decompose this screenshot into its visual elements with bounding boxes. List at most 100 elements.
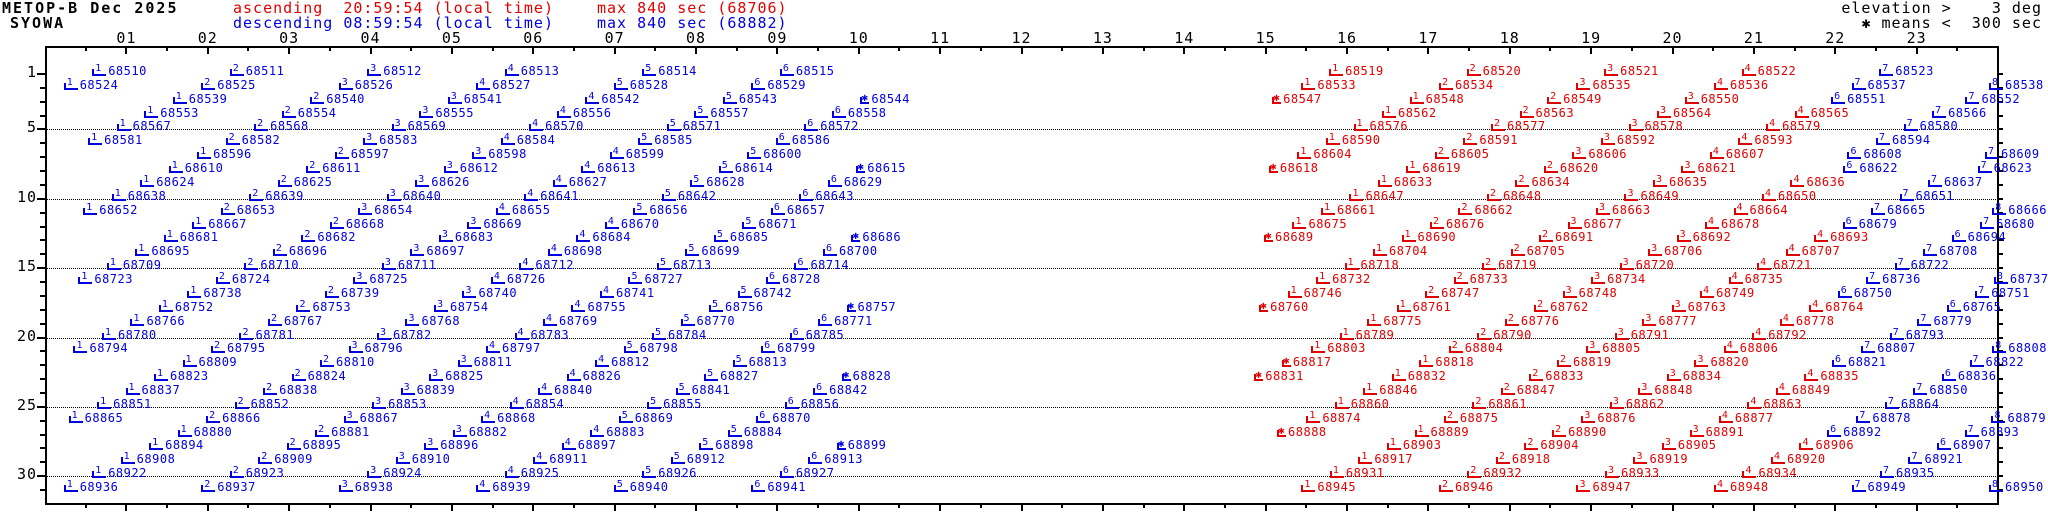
top-axis-tick: [1468, 48, 1471, 51]
pass-entry: 4 68835: [1804, 368, 1859, 382]
pass-entry: 7 68807: [1861, 340, 1916, 354]
pass-bar-icon: 2: [291, 368, 306, 382]
pass-entry: 5 68898: [699, 437, 754, 451]
left-axis-day-tick: [37, 73, 45, 75]
orbit-number: 68861: [1488, 396, 1527, 411]
hour-label: 14: [1174, 29, 1195, 47]
asterisk-marker: ✱: [1264, 229, 1272, 243]
pass-entry: 2 68554: [281, 105, 337, 119]
pass-entry: 6 68799: [761, 340, 816, 354]
pass-bar-icon: 1: [101, 327, 116, 340]
orbit-number: 68683: [454, 230, 494, 245]
pass-counter-digit: 7: [1882, 63, 1889, 74]
pass-bar-icon: 6: [1827, 424, 1842, 437]
pass-counter-digit: 1: [147, 104, 154, 116]
pass-entry: 3 68621: [1681, 160, 1736, 174]
orbit-number: 68832: [1407, 369, 1447, 384]
orbit-number: 68764: [1825, 299, 1864, 314]
orbit-number: 68515: [795, 64, 835, 78]
pass-entry: 3 68777: [1642, 313, 1697, 327]
pass-counter-digit: 4: [507, 63, 514, 74]
pass-bar-icon: 2: [1434, 146, 1449, 160]
pass-bar-icon: 2: [1534, 299, 1549, 312]
pass-entry: 2 68861: [1472, 396, 1527, 411]
pass-counter-digit: 1: [128, 382, 135, 393]
orbit-number: 68569: [407, 119, 447, 134]
pass-bar-icon: 1: [83, 202, 98, 215]
top-axis-tick: [1101, 48, 1104, 54]
pass-entry: 5 68827: [704, 368, 759, 382]
pass-counter-digit: 2: [1433, 215, 1440, 227]
orbit-number: 68894: [165, 438, 204, 453]
asterisk-marker: ✱: [1282, 354, 1290, 368]
pass-counter-digit: 1: [1389, 437, 1396, 449]
pass-counter-digit: 3: [1594, 271, 1601, 283]
pass-bar-icon: 7: [1923, 243, 1938, 257]
pass-entry: 2 68611: [306, 160, 361, 174]
pass-entry: 3 68876: [1581, 410, 1636, 424]
orbit-number: 68949: [1867, 480, 1907, 495]
pass-counter-digit: 7: [1926, 243, 1933, 255]
right-axis-day-tick: [1999, 73, 2003, 75]
orbit-number: 68854: [525, 396, 565, 411]
orbit-number: 68680: [1996, 216, 2035, 231]
pass-entry: 3 68512: [367, 63, 422, 77]
orbit-number: 68520: [1482, 64, 1522, 78]
pass-counter-digit: 4: [489, 340, 496, 352]
pass-entry: 4 68934: [1742, 465, 1797, 479]
right-axis-day-tick: [1999, 183, 2003, 186]
pass-entry: 4 68565: [1794, 105, 1850, 119]
pass-counter-digit: 2: [1469, 63, 1476, 74]
pass-counter-digit: 7: [1869, 271, 1876, 283]
pass-entry: 3 68862: [1609, 396, 1665, 410]
pass-counter-digit: 4: [479, 479, 486, 491]
pass-bar-icon: 1: [154, 368, 169, 382]
pass-counter-digit: 7: [1854, 479, 1861, 491]
top-axis-tick: [1549, 48, 1552, 51]
pass-entry: 2 68568: [254, 118, 309, 132]
pass-bar-icon: 6: [1951, 229, 1966, 243]
pass-bar-icon: 3: [410, 243, 425, 257]
orbit-number: 68615: [867, 161, 906, 176]
pass-counter-digit: 1: [66, 479, 73, 491]
pass-bar-icon: 5: [656, 257, 671, 271]
pass-entry: 7 68850: [1913, 382, 1968, 396]
pass-bar-icon: 4: [1804, 368, 1819, 382]
pass-counter-digit: 2: [1489, 187, 1496, 199]
pass-counter-digit: 5: [645, 465, 652, 477]
pass-counter-digit: 4: [512, 395, 519, 407]
pass-counter-digit: 2: [232, 465, 239, 477]
pass-counter-digit: 1: [157, 368, 164, 380]
pass-entry: 3 68820: [1694, 354, 1749, 368]
pass-counter-digit: 3: [1617, 326, 1624, 338]
pass-bar-icon: 1: [73, 340, 88, 354]
pass-bar-icon: 2: [1515, 174, 1530, 187]
pass-bar-icon: 2: [201, 479, 216, 493]
pass-counter-digit: 4: [1731, 271, 1738, 283]
pass-bar-icon: 2: [1472, 396, 1487, 409]
left-axis-day-tick: [40, 433, 45, 436]
pass-counter-digit: 1: [133, 312, 140, 324]
pass-entry: 1 68732: [1316, 271, 1371, 285]
left-axis-day-tick: [40, 156, 45, 159]
pass-bar-icon: 3: [338, 77, 353, 90]
pass-counter-digit: 6: [802, 187, 809, 199]
pass-bar-icon: 5: [722, 91, 737, 104]
short-pass-entry: ✱ 68828: [841, 368, 892, 382]
pass-entry: 4 68593: [1738, 132, 1793, 146]
orbit-number: 68656: [649, 202, 688, 217]
pass-bar-icon: 4: [1785, 243, 1800, 257]
top-axis-tick: [1671, 48, 1674, 54]
pass-counter-digit: 2: [299, 298, 306, 310]
pass-bar-icon: 3: [1694, 354, 1709, 368]
pass-entry: 3 68853: [372, 396, 427, 410]
pass-entry: 3 68896: [424, 437, 479, 451]
pass-bar-icon: 4: [599, 285, 614, 298]
pass-entry: 3 68734: [1591, 271, 1646, 285]
pass-counter-digit: 4: [1721, 409, 1728, 421]
left-axis-day-tick: [37, 405, 45, 408]
pass-counter-digit: 3: [446, 160, 453, 172]
pass-entry: 3 68938: [338, 479, 394, 493]
pass-counter-digit: 1: [1332, 465, 1339, 477]
pass-entry: 4 68741: [599, 285, 655, 299]
